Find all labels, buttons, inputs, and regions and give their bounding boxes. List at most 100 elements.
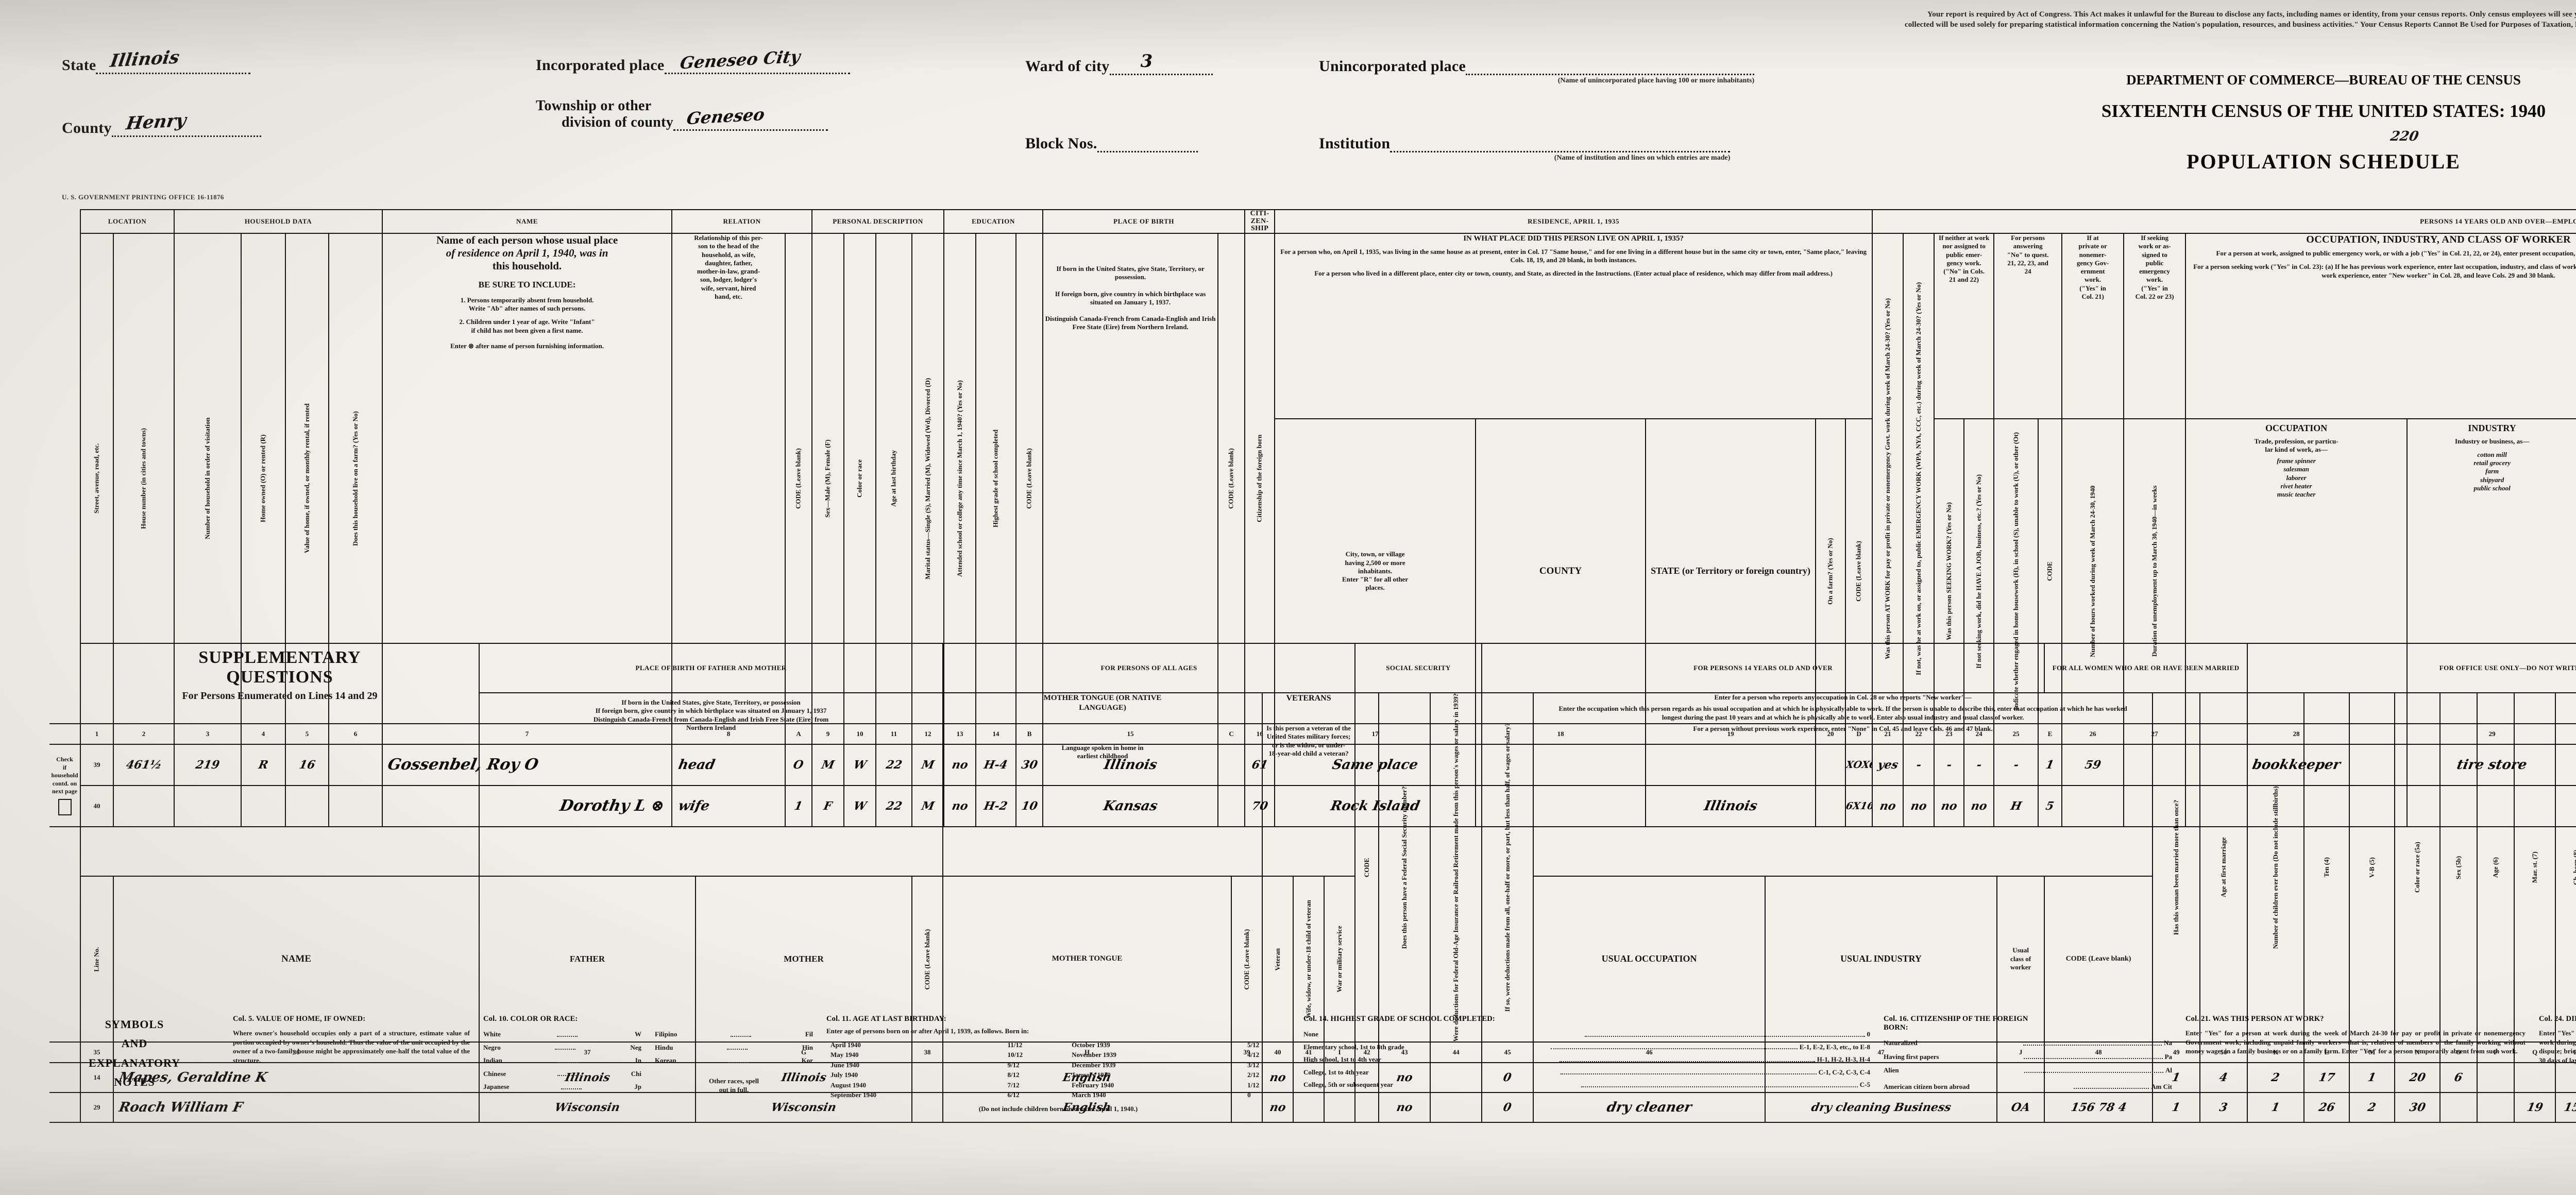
supp-cell-c50[interactable]: 1: [2247, 1092, 2305, 1123]
supp-cell-q[interactable]: [2555, 1062, 2576, 1094]
c26-instructions: If at private or nonemer- gency Gov- ern…: [2061, 233, 2125, 420]
supp-cell-mother-pob[interactable]: Wisconsin: [695, 1092, 913, 1123]
supp-cell-c48[interactable]: 1: [2152, 1092, 2201, 1123]
cell-occupation[interactable]: bookkeeper: [2185, 743, 2408, 786]
supp-cell-c44[interactable]: 0: [1481, 1062, 1534, 1094]
supp-cell-father-pob[interactable]: Illinois: [479, 1062, 697, 1094]
supp-cell-mother-tongue[interactable]: English: [942, 1062, 1232, 1094]
supp-colnum-41: 41: [1293, 1042, 1325, 1064]
supp-cell-c49[interactable]: 4: [2199, 1062, 2248, 1094]
usual-occupation-instructions: Enter for a person who reports any occup…: [1533, 692, 2154, 877]
supp-cell-usual-class[interactable]: [1996, 1062, 2045, 1094]
supp-colnum-lineno: [49, 1042, 81, 1064]
supp-cell-usual-industry[interactable]: [1765, 1062, 1998, 1094]
state-field[interactable]: State Illinois: [62, 47, 251, 74]
supp-cell-p[interactable]: 19: [2514, 1092, 2556, 1123]
supp-cell-k[interactable]: 26: [2303, 1092, 2350, 1123]
supp-cell-usual-industry[interactable]: dry cleaning Business: [1765, 1092, 1998, 1123]
supp-cell-c39[interactable]: no: [1262, 1092, 1294, 1123]
legal-notice-line1: Your report is required by Act of Congre…: [1927, 10, 2576, 19]
name-inst-l9: Enter ⊗ after name of person furnishing …: [450, 342, 604, 350]
supp-cell-c50[interactable]: 2: [2247, 1062, 2305, 1094]
res-city-l4: Enter "R" for all other: [1342, 575, 1409, 584]
supp-cell-c44[interactable]: 0: [1481, 1092, 1534, 1123]
col-head-n: Sex (5b): [2440, 693, 2478, 1043]
supp-cell-code-g[interactable]: [911, 1092, 944, 1123]
supp-cell-c40[interactable]: [1293, 1092, 1325, 1123]
supp-cell-l[interactable]: 2: [2349, 1092, 2396, 1123]
cell-industry[interactable]: tire store: [2406, 743, 2576, 786]
supp-cell-code-g[interactable]: [911, 1062, 944, 1094]
industry-head: INDUSTRY: [2468, 423, 2516, 434]
supp-cell-m[interactable]: 20: [2394, 1062, 2441, 1094]
supp-cell-usual-occupation[interactable]: dry cleaner: [1533, 1092, 1766, 1123]
race-other-l1: Other races, spell: [709, 1077, 759, 1085]
supp-cell-c40[interactable]: [1293, 1062, 1325, 1094]
supp-cell-k[interactable]: 17: [2303, 1062, 2350, 1094]
colnum-28: 28: [2185, 723, 2408, 745]
usual-inst-l2: Enter the occupation which this person r…: [1558, 705, 2127, 713]
occupation-head: OCCUPATION: [2265, 423, 2328, 434]
occ-inst-l2: For a person seeking work ("Yes" in Col.…: [2193, 263, 2576, 279]
supp-cell-mother-tongue[interactable]: English: [942, 1092, 1232, 1123]
supp-cell-code-h[interactable]: [1231, 1092, 1263, 1123]
supp-cell-m[interactable]: 30: [2394, 1092, 2441, 1123]
supp-cell-c39[interactable]: no: [1262, 1062, 1294, 1094]
supp-colnum-38: 38: [911, 1042, 944, 1064]
supp-cell-c43[interactable]: [1430, 1062, 1483, 1094]
township-field[interactable]: Township or other division of county Gen…: [536, 98, 828, 131]
supp-cell-name[interactable]: Mapes, Geraldine K: [112, 1062, 480, 1094]
supp-cell-c42[interactable]: no: [1378, 1062, 1431, 1094]
veterans-header: VETERANS Is this person a veteran of the…: [1262, 692, 1356, 877]
county-field[interactable]: County Henry: [62, 110, 261, 137]
supp-cell-father-pob[interactable]: Wisconsin: [479, 1092, 697, 1123]
supp-cell-code-i[interactable]: [1354, 1092, 1380, 1123]
c27-inst-l2: work or as-: [2138, 242, 2171, 250]
supp-cell-c41[interactable]: [1324, 1092, 1356, 1123]
supp-cell-code-j[interactable]: 156 78 4: [2044, 1092, 2154, 1123]
supp-cell-usual-occupation[interactable]: [1533, 1062, 1766, 1094]
supp-cell-c49[interactable]: 3: [2199, 1092, 2248, 1123]
supp-cell-q[interactable]: 156: [2555, 1092, 2576, 1123]
supp-cell-o[interactable]: [2477, 1062, 2515, 1094]
incorporated-place-field[interactable]: Incorporated place Geneseo City: [536, 46, 850, 74]
supp-cell-c43[interactable]: [1430, 1092, 1483, 1123]
unincorporated-place-field[interactable]: Unincorporated place (Name of unincorpor…: [1319, 58, 1755, 85]
cell-industry[interactable]: [2406, 784, 2576, 827]
supp-cell-usual-class[interactable]: OA: [1996, 1092, 2045, 1123]
supp-table-row[interactable]: 29 Roach William F Wisconsin Wisconsin E…: [49, 1092, 2576, 1123]
c23-inst-l4: gency work.: [1946, 259, 1981, 267]
block-field[interactable]: Block Nos.: [1025, 135, 1198, 152]
supp-table-row[interactable]: 14 Mapes, Geraldine K Illinois Illinois …: [49, 1062, 2576, 1094]
col-head-c42: Does this person have a Federal Social S…: [1379, 693, 1431, 1043]
supp-cell-c48[interactable]: 1: [2152, 1062, 2201, 1094]
rel-inst-l4: daughter, father,: [705, 259, 752, 267]
group-household-data: HOUSEHOLD DATA: [173, 209, 383, 234]
race-label-2: Indian: [483, 1056, 502, 1065]
footer-col16-title-l1: Col. 16. CITIZENSHIP OF THE FOREIGN: [1884, 1015, 2028, 1023]
supp-cell-name[interactable]: Roach William F: [112, 1092, 480, 1123]
cell-occupation[interactable]: [2185, 784, 2408, 827]
supp-cell-l[interactable]: 1: [2349, 1062, 2396, 1094]
age-m-4: August 1940: [831, 1081, 866, 1089]
footer-col24: Col. 24. DID THIS PERSON HAVE A JOB? Ent…: [2539, 1015, 2576, 1113]
supp-cell-code-h[interactable]: [1231, 1062, 1263, 1094]
col-head-c48: Has this woman been married more than on…: [2153, 693, 2200, 1043]
supp-cell-code-i[interactable]: [1354, 1062, 1380, 1094]
supp-cell-code-j[interactable]: [2044, 1062, 2154, 1094]
supp-cell-mother-pob[interactable]: Illinois: [695, 1062, 913, 1094]
col-head-mother-tongue: MOTHER TONGUE: [942, 875, 1232, 1043]
uc-l3: worker: [2010, 963, 2031, 971]
supp-cell-p[interactable]: [2514, 1062, 2556, 1094]
supp-cell-n[interactable]: 6: [2439, 1062, 2478, 1094]
institution-field[interactable]: Institution (Name of institution and lin…: [1319, 135, 1731, 162]
ward-field[interactable]: Ward of city 3: [1025, 51, 1213, 75]
supp-colnum-50: 50: [2199, 1042, 2248, 1064]
supp-cell-o[interactable]: [2477, 1092, 2515, 1123]
age-c-3: 8/12: [1007, 1071, 1020, 1079]
occupation-sub1: Trade, profession, or particu-: [2254, 437, 2338, 445]
supp-cell-c41[interactable]: [1324, 1062, 1356, 1094]
vet-inst-l1: Is this person a veteran of the: [1266, 724, 1351, 732]
supp-cell-n[interactable]: [2439, 1092, 2478, 1123]
supp-cell-c42[interactable]: no: [1378, 1092, 1431, 1123]
